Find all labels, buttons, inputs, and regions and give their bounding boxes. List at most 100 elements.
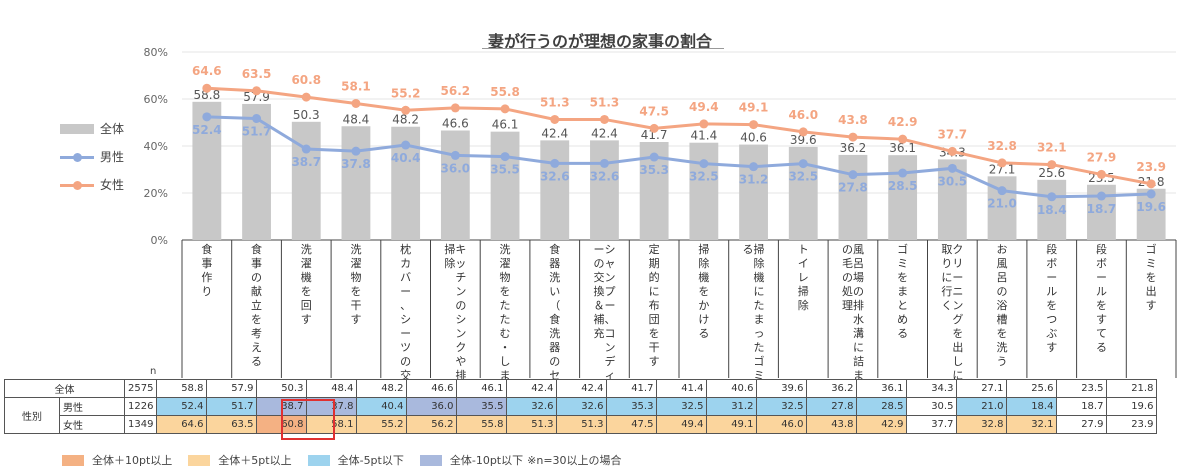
category-label-char: 溝 <box>853 327 864 340</box>
bar-value-label: 36.2 <box>840 141 867 155</box>
male-point <box>450 150 460 160</box>
female-line <box>206 86 1152 186</box>
category-label: 掃除機にたまったゴミを捨てる <box>743 242 765 380</box>
category-label-char: バ <box>400 271 411 284</box>
category-label-char: 洗 <box>549 271 560 284</box>
category-label-char: 定 <box>649 242 660 256</box>
female-point <box>599 114 609 124</box>
value-cell: 27.1 <box>956 379 1008 398</box>
category-label-char: 干 <box>350 299 361 312</box>
category-label-char: ー <box>400 285 411 298</box>
category-label-char: す <box>350 313 361 326</box>
male-value-label: 35.3 <box>639 163 669 177</box>
category-label-char: 毛 <box>842 257 853 270</box>
category-label-char: の <box>455 299 466 312</box>
male-point <box>401 140 411 150</box>
category-label-char: ン <box>952 299 963 312</box>
legend-label-overall: 全体 <box>100 122 125 136</box>
category-label-char: 出 <box>952 340 963 354</box>
n-label: n <box>150 366 156 377</box>
bar-value-label: 46.6 <box>442 116 469 130</box>
female-point <box>997 158 1007 168</box>
category-label-char: に <box>649 285 660 298</box>
value-cell: 55.2 <box>356 415 408 434</box>
female-value-label: 46.0 <box>788 108 818 122</box>
value-cell: 32.6 <box>506 397 558 416</box>
category-label-char: 水 <box>853 313 864 326</box>
category-label-char: 風 <box>997 257 1008 270</box>
category-label-char: 掃 <box>698 242 709 256</box>
female-point <box>947 146 957 156</box>
category-label-char: 除 <box>698 256 709 270</box>
category-label-char: を <box>1146 271 1157 284</box>
category-label-char: レ <box>798 271 809 284</box>
value-cell: 41.7 <box>606 379 658 398</box>
category-label-char: 食 <box>549 242 560 256</box>
female-point <box>351 98 361 108</box>
category-label-char: す <box>301 313 312 326</box>
category-label-char: ク <box>455 341 466 354</box>
category-label-char: を <box>350 285 361 298</box>
category-label-char: 排 <box>853 298 864 312</box>
male-value-label: 36.0 <box>441 161 471 175</box>
category-label-char: の <box>842 271 853 284</box>
female-point <box>202 83 212 93</box>
category-label-char: た <box>754 299 765 312</box>
value-cell: 64.6 <box>156 415 208 434</box>
category-label-char: の <box>549 355 560 368</box>
category-label-char: の <box>842 243 853 256</box>
category-label-char: の <box>593 257 604 270</box>
female-value-label: 32.1 <box>1037 141 1067 155</box>
category-label-char: く <box>941 299 952 312</box>
male-value-label: 21.0 <box>987 197 1017 211</box>
category-label-char: ま <box>897 285 908 298</box>
legend-label-male: 男性 <box>100 150 125 164</box>
value-cell: 19.6 <box>1106 397 1158 416</box>
category-label-char: 段 <box>1096 242 1107 256</box>
row-label: 男性 <box>59 397 125 416</box>
value-cell: 36.1 <box>856 379 908 398</box>
category-label-char: ゴ <box>754 354 765 368</box>
female-value-label: 55.8 <box>490 85 520 99</box>
male-point <box>699 159 709 169</box>
male-value-label: 28.5 <box>888 179 918 193</box>
category-label-char: す <box>1146 299 1157 312</box>
female-point <box>550 114 560 124</box>
title-underline <box>482 48 724 49</box>
male-point <box>500 152 510 162</box>
category-label-char: イ <box>798 257 809 270</box>
category-label-char: 槽 <box>997 313 1008 326</box>
category-label-char: に <box>952 369 963 380</box>
category-label-char: 行 <box>941 285 952 298</box>
legend-line-swatch-female <box>60 180 94 190</box>
category-label-char: キ <box>455 243 466 256</box>
male-point <box>649 152 659 162</box>
female-value-label: 63.5 <box>242 67 272 81</box>
category-label-char: ボ <box>1096 257 1107 270</box>
female-value-label: 60.8 <box>291 73 321 87</box>
value-cell: 30.5 <box>906 397 958 416</box>
male-value-label: 38.7 <box>291 155 321 169</box>
color-legend-item: 全体-10pt以下 ※n=30以上の場合 <box>419 452 622 468</box>
table-row: 女性 1349 64.6 63.5 60.8 58.1 55.2 56.2 55.8 51.3 51… <box>5 415 1158 434</box>
category-label-char: ぶ <box>1046 327 1057 340</box>
female-point <box>649 123 659 133</box>
male-value-label: 32.5 <box>788 170 818 184</box>
category-label-char: し <box>500 355 511 368</box>
bar-value-label: 27.1 <box>989 162 1016 176</box>
value-cell: 27.8 <box>806 397 858 416</box>
category-label-char: す <box>1096 313 1107 326</box>
category-label-char: を <box>1046 299 1057 312</box>
value-cell: 23.5 <box>1056 379 1108 398</box>
male-value-label: 32.6 <box>540 169 570 183</box>
category-label-char: 交 <box>400 368 411 380</box>
chart-title: 妻が行うのが理想の家事の割合 <box>487 32 712 51</box>
category-label-char: ー <box>593 243 604 256</box>
female-point <box>1146 179 1156 189</box>
female-value-label: 58.1 <box>341 79 371 93</box>
category-label-char: 充 <box>593 326 604 340</box>
legend-item-overall: 全体 <box>60 120 124 137</box>
